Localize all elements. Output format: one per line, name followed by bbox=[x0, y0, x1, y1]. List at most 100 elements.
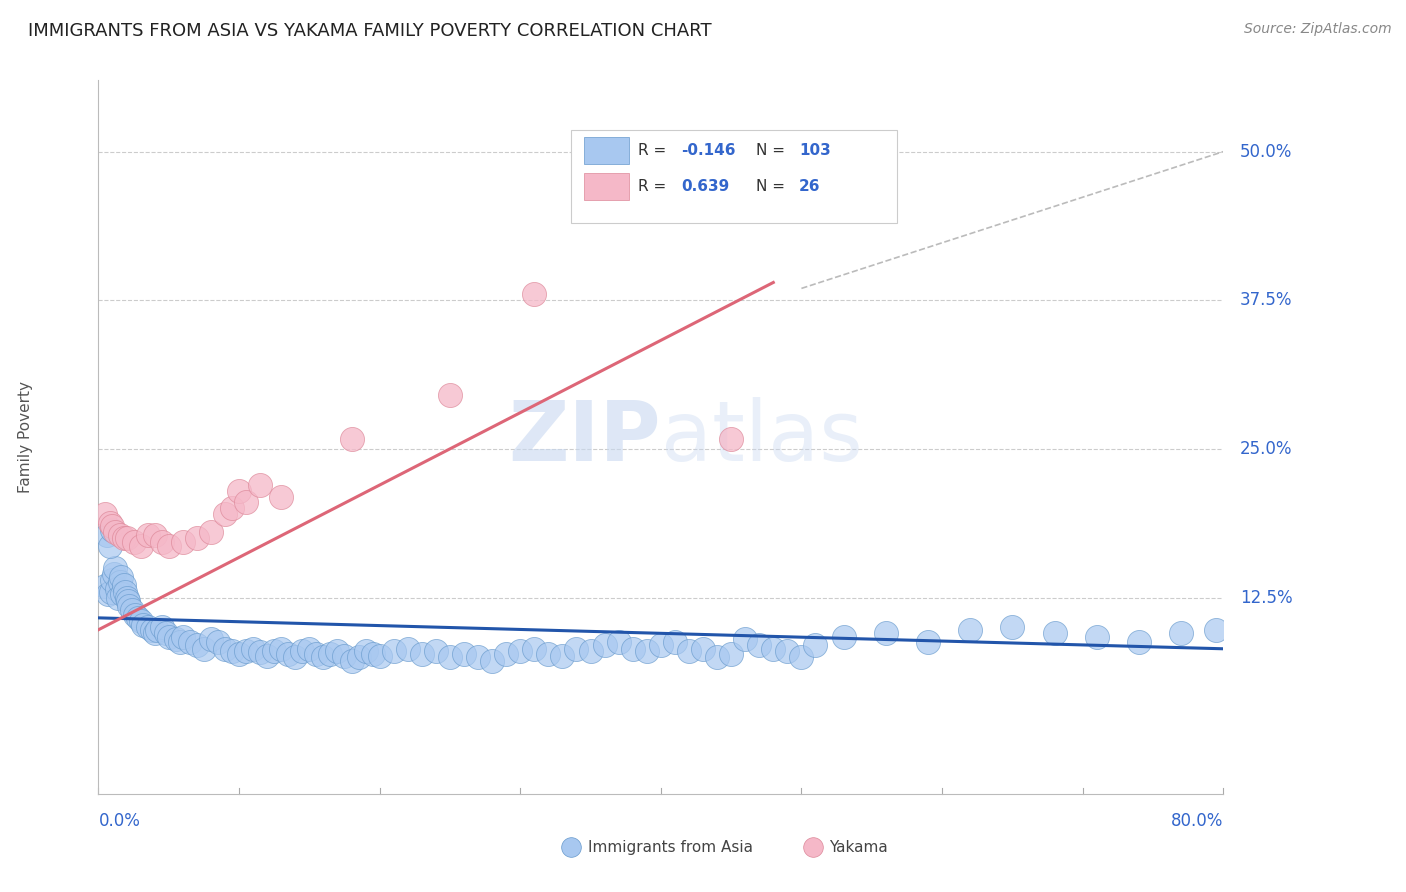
Point bbox=[200, 632, 222, 647]
Point bbox=[1043, 626, 1066, 640]
Point bbox=[762, 641, 785, 656]
Text: atlas: atlas bbox=[661, 397, 862, 477]
Point bbox=[1085, 630, 1108, 644]
Point bbox=[678, 829, 700, 843]
Point bbox=[94, 579, 117, 593]
Point bbox=[101, 519, 124, 533]
Point bbox=[382, 644, 405, 658]
Point bbox=[136, 527, 159, 541]
Point bbox=[1128, 634, 1150, 648]
Point bbox=[107, 591, 129, 605]
Text: N =: N = bbox=[756, 179, 790, 194]
Point bbox=[593, 638, 616, 652]
Point bbox=[101, 523, 124, 537]
Point bbox=[114, 584, 136, 599]
Point bbox=[509, 644, 531, 658]
Point bbox=[1170, 626, 1192, 640]
Point bbox=[115, 591, 138, 605]
Point bbox=[579, 644, 602, 658]
Point bbox=[804, 638, 827, 652]
Point bbox=[263, 644, 285, 658]
Point bbox=[121, 602, 143, 616]
Point bbox=[361, 647, 384, 661]
Point bbox=[270, 490, 292, 504]
Point bbox=[124, 608, 146, 623]
Text: IMMIGRANTS FROM ASIA VS YAKAMA FAMILY POVERTY CORRELATION CHART: IMMIGRANTS FROM ASIA VS YAKAMA FAMILY PO… bbox=[28, 22, 711, 40]
Point bbox=[172, 534, 194, 549]
Point bbox=[98, 540, 121, 554]
Text: 80.0%: 80.0% bbox=[1171, 812, 1223, 830]
Point bbox=[832, 630, 855, 644]
Point bbox=[277, 647, 299, 661]
Point bbox=[143, 527, 166, 541]
Point bbox=[97, 587, 120, 601]
Point bbox=[249, 477, 271, 491]
Point bbox=[354, 644, 377, 658]
Text: R =: R = bbox=[638, 179, 672, 194]
Point bbox=[650, 638, 672, 652]
Point bbox=[179, 634, 201, 648]
Point bbox=[748, 638, 770, 652]
Point bbox=[396, 641, 419, 656]
Point bbox=[150, 620, 173, 634]
Point bbox=[537, 647, 560, 661]
Text: N =: N = bbox=[756, 144, 790, 159]
Point bbox=[1205, 623, 1227, 637]
Point bbox=[607, 634, 630, 648]
Point bbox=[734, 632, 756, 647]
Point bbox=[235, 644, 257, 658]
Point bbox=[115, 531, 138, 545]
Point bbox=[141, 623, 163, 637]
Point bbox=[150, 534, 173, 549]
Point bbox=[155, 626, 177, 640]
Point bbox=[551, 648, 574, 663]
Point bbox=[143, 626, 166, 640]
Point bbox=[221, 501, 243, 516]
Point bbox=[207, 634, 229, 648]
Point bbox=[186, 531, 208, 545]
Point bbox=[481, 654, 503, 668]
Point bbox=[98, 516, 121, 530]
Point bbox=[105, 582, 128, 597]
Point bbox=[425, 644, 447, 658]
FancyBboxPatch shape bbox=[585, 137, 630, 164]
Point bbox=[312, 650, 335, 665]
Point bbox=[291, 644, 314, 658]
FancyBboxPatch shape bbox=[585, 173, 630, 200]
Point bbox=[495, 647, 517, 661]
Point bbox=[122, 534, 145, 549]
Point bbox=[776, 644, 799, 658]
Point bbox=[112, 577, 135, 591]
Point bbox=[157, 540, 180, 554]
Point bbox=[467, 650, 489, 665]
Point bbox=[523, 287, 546, 301]
Text: 37.5%: 37.5% bbox=[1240, 292, 1292, 310]
Point bbox=[214, 508, 236, 522]
Point bbox=[129, 540, 152, 554]
Text: 26: 26 bbox=[799, 179, 821, 194]
Point bbox=[706, 650, 728, 665]
Text: ZIP: ZIP bbox=[509, 397, 661, 477]
Point bbox=[439, 388, 461, 402]
Point bbox=[108, 527, 131, 541]
Point bbox=[692, 641, 714, 656]
Point bbox=[959, 623, 981, 637]
Point bbox=[319, 647, 342, 661]
Point bbox=[340, 433, 363, 447]
Point bbox=[108, 575, 131, 590]
Point bbox=[411, 647, 433, 661]
Text: 25.0%: 25.0% bbox=[1240, 440, 1292, 458]
Point bbox=[127, 611, 149, 625]
Text: Source: ZipAtlas.com: Source: ZipAtlas.com bbox=[1244, 22, 1392, 37]
Point bbox=[94, 508, 117, 522]
Point bbox=[104, 525, 127, 540]
Point bbox=[439, 650, 461, 665]
Text: Yakama: Yakama bbox=[830, 840, 889, 855]
Point bbox=[664, 634, 686, 648]
FancyBboxPatch shape bbox=[571, 130, 897, 223]
Point bbox=[453, 647, 475, 661]
Text: -0.146: -0.146 bbox=[681, 144, 735, 159]
Point bbox=[326, 644, 349, 658]
Point bbox=[136, 620, 159, 634]
Text: 103: 103 bbox=[799, 144, 831, 159]
